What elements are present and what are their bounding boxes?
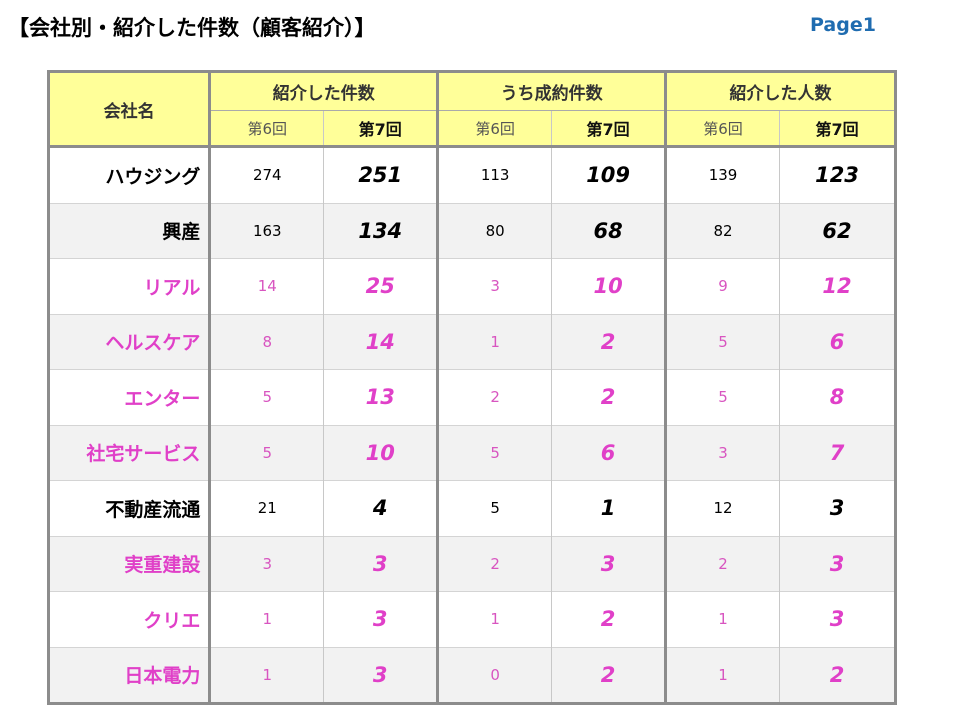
people-prev-cell: 5 [664, 313, 780, 370]
table-row: エンター 5 13 2 2 5 8 [48, 369, 896, 425]
people-cur-cell: 123 [779, 146, 896, 203]
subheader-cur-people: 第7回 [779, 110, 896, 147]
people-prev-cell: 139 [664, 146, 780, 203]
contracts-cur-cell: 2 [551, 646, 666, 704]
referrals-cur-cell: 3 [323, 535, 438, 592]
referrals-prev-cell: 274 [208, 146, 324, 203]
people-prev-cell: 1 [664, 646, 780, 704]
company-name-cell: 興産 [48, 202, 212, 259]
subheader-prev-contracts: 第6回 [436, 110, 552, 147]
company-name-cell: 実重建設 [48, 535, 212, 592]
subheader-cur-contracts: 第7回 [551, 110, 666, 147]
referrals-prev-cell: 3 [208, 535, 324, 592]
company-name-cell: ヘルスケア [48, 313, 212, 370]
people-prev-cell: 9 [664, 258, 780, 314]
contracts-cur-cell: 6 [551, 424, 666, 481]
company-name-cell: 不動産流通 [48, 480, 212, 536]
people-cur-cell: 3 [779, 535, 896, 592]
referrals-prev-cell: 1 [208, 646, 324, 704]
table-row: 社宅サービス 5 10 5 6 3 7 [48, 424, 896, 481]
company-name-cell: エンター [48, 369, 212, 425]
subheader-prev-referrals: 第6回 [208, 110, 324, 147]
contracts-cur-cell: 68 [551, 202, 666, 259]
page-number-label: Page1 [810, 14, 876, 36]
people-prev-cell: 12 [664, 480, 780, 536]
people-cur-cell: 3 [779, 591, 896, 647]
contracts-prev-cell: 3 [436, 258, 552, 314]
subheader-prev-people: 第6回 [664, 110, 780, 147]
table-row: ヘルスケア 8 14 1 2 5 6 [48, 313, 896, 370]
table-row: 実重建設 3 3 2 3 2 3 [48, 535, 896, 592]
referrals-prev-cell: 8 [208, 313, 324, 370]
people-prev-cell: 82 [664, 202, 780, 259]
contracts-prev-cell: 2 [436, 535, 552, 592]
company-name-cell: ハウジング [48, 146, 212, 203]
contracts-prev-cell: 5 [436, 424, 552, 481]
contracts-cur-cell: 2 [551, 369, 666, 425]
contracts-prev-cell: 0 [436, 646, 552, 704]
people-cur-cell: 7 [779, 424, 896, 481]
subheader-cur-referrals: 第7回 [323, 110, 438, 147]
people-prev-cell: 1 [664, 591, 780, 647]
table-row: 興産 163 134 80 68 82 62 [48, 202, 896, 259]
table-row: リアル 14 25 3 10 9 12 [48, 258, 896, 314]
table-row: クリエ 1 3 1 2 1 3 [48, 591, 896, 647]
referrals-cur-cell: 4 [323, 480, 438, 536]
table-row: ハウジング 274 251 113 109 139 123 [48, 146, 896, 203]
contracts-cur-cell: 10 [551, 258, 666, 314]
people-cur-cell: 6 [779, 313, 896, 370]
contracts-cur-cell: 1 [551, 480, 666, 536]
company-name-cell: 日本電力 [48, 646, 212, 704]
referrals-prev-cell: 163 [208, 202, 324, 259]
company-referral-table: 会社名 紹介した件数 うち成約件数 紹介した人数 第6回 第7回 第6回 第7回… [47, 70, 897, 705]
contracts-prev-cell: 113 [436, 146, 552, 203]
company-name-cell: クリエ [48, 591, 212, 647]
referrals-cur-cell: 3 [323, 591, 438, 647]
contracts-prev-cell: 2 [436, 369, 552, 425]
table-row: 日本電力 1 3 0 2 1 2 [48, 646, 896, 704]
people-cur-cell: 3 [779, 480, 896, 536]
contracts-cur-cell: 109 [551, 146, 666, 203]
contracts-cur-cell: 2 [551, 313, 666, 370]
referrals-cur-cell: 25 [323, 258, 438, 314]
referrals-prev-cell: 5 [208, 369, 324, 425]
referrals-prev-cell: 1 [208, 591, 324, 647]
contracts-prev-cell: 1 [436, 313, 552, 370]
referrals-cur-cell: 13 [323, 369, 438, 425]
group-header-people: 紹介した人数 [664, 71, 896, 111]
company-name-header: 会社名 [48, 71, 212, 147]
page-title: 【会社別・紹介した件数（顧客紹介）】 [8, 16, 376, 40]
referrals-prev-cell: 5 [208, 424, 324, 481]
people-prev-cell: 5 [664, 369, 780, 425]
group-header-referrals: 紹介した件数 [208, 71, 438, 111]
referrals-cur-cell: 14 [323, 313, 438, 370]
referrals-cur-cell: 10 [323, 424, 438, 481]
people-cur-cell: 2 [779, 646, 896, 704]
table-row: 不動産流通 21 4 5 1 12 3 [48, 480, 896, 536]
contracts-prev-cell: 5 [436, 480, 552, 536]
company-name-cell: 社宅サービス [48, 424, 212, 481]
company-name-cell: リアル [48, 258, 212, 314]
contracts-cur-cell: 2 [551, 591, 666, 647]
referrals-cur-cell: 134 [323, 202, 438, 259]
referrals-prev-cell: 21 [208, 480, 324, 536]
group-header-contracts: うち成約件数 [436, 71, 666, 111]
people-prev-cell: 3 [664, 424, 780, 481]
contracts-prev-cell: 80 [436, 202, 552, 259]
contracts-prev-cell: 1 [436, 591, 552, 647]
referrals-cur-cell: 3 [323, 646, 438, 704]
referrals-prev-cell: 14 [208, 258, 324, 314]
referrals-cur-cell: 251 [323, 146, 438, 203]
people-cur-cell: 62 [779, 202, 896, 259]
people-cur-cell: 12 [779, 258, 896, 314]
people-prev-cell: 2 [664, 535, 780, 592]
people-cur-cell: 8 [779, 369, 896, 425]
contracts-cur-cell: 3 [551, 535, 666, 592]
